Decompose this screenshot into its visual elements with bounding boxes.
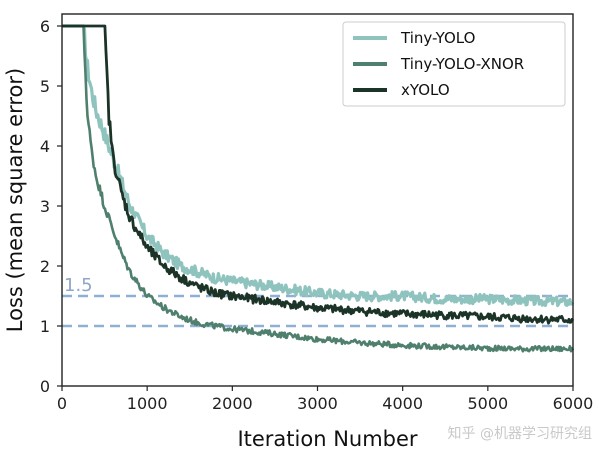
y-axis-ticks: 0 1 2 3 4 5 6 bbox=[40, 17, 62, 396]
series-line-tiny-yolo-xnor bbox=[61, 24, 575, 353]
series-lines bbox=[61, 24, 575, 353]
plot-frame bbox=[61, 13, 574, 387]
series-line-tiny-yolo bbox=[61, 24, 575, 308]
x-tick-label: 6000 bbox=[553, 394, 594, 413]
y-tick-label: 0 bbox=[40, 377, 50, 396]
x-tick-label: 4000 bbox=[382, 394, 423, 413]
reference-line-label: 1.5 bbox=[64, 275, 93, 296]
x-tick-label: 3000 bbox=[297, 394, 338, 413]
legend: Tiny-YOLO Tiny-YOLO-XNOR xYOLO bbox=[342, 21, 566, 107]
x-tick-label: 0 bbox=[57, 394, 67, 413]
x-tick-label: 2000 bbox=[212, 394, 253, 413]
legend-label-tiny-yolo: Tiny-YOLO bbox=[400, 29, 475, 47]
legend-label-xyolo: xYOLO bbox=[401, 81, 450, 99]
y-axis-label: Loss (mean square error) bbox=[3, 68, 27, 332]
y-tick-label: 2 bbox=[40, 257, 50, 276]
y-tick-label: 3 bbox=[40, 197, 50, 216]
y-tick-label: 1 bbox=[40, 317, 50, 336]
x-tick-label: 1000 bbox=[127, 394, 168, 413]
x-tick-label: 5000 bbox=[467, 394, 508, 413]
y-tick-label: 6 bbox=[40, 17, 50, 36]
legend-label-tiny-yolo-xnor: Tiny-YOLO-XNOR bbox=[400, 55, 524, 73]
y-tick-label: 4 bbox=[40, 137, 50, 156]
y-tick-label: 5 bbox=[40, 77, 50, 96]
x-axis-label: Iteration Number bbox=[237, 427, 417, 451]
watermark: 知乎 @机器学习研究组 bbox=[448, 425, 592, 442]
series-line-xyolo bbox=[61, 24, 575, 325]
legend-box bbox=[342, 21, 566, 107]
x-axis-ticks: 0 1000 2000 3000 4000 5000 6000 bbox=[57, 386, 593, 413]
